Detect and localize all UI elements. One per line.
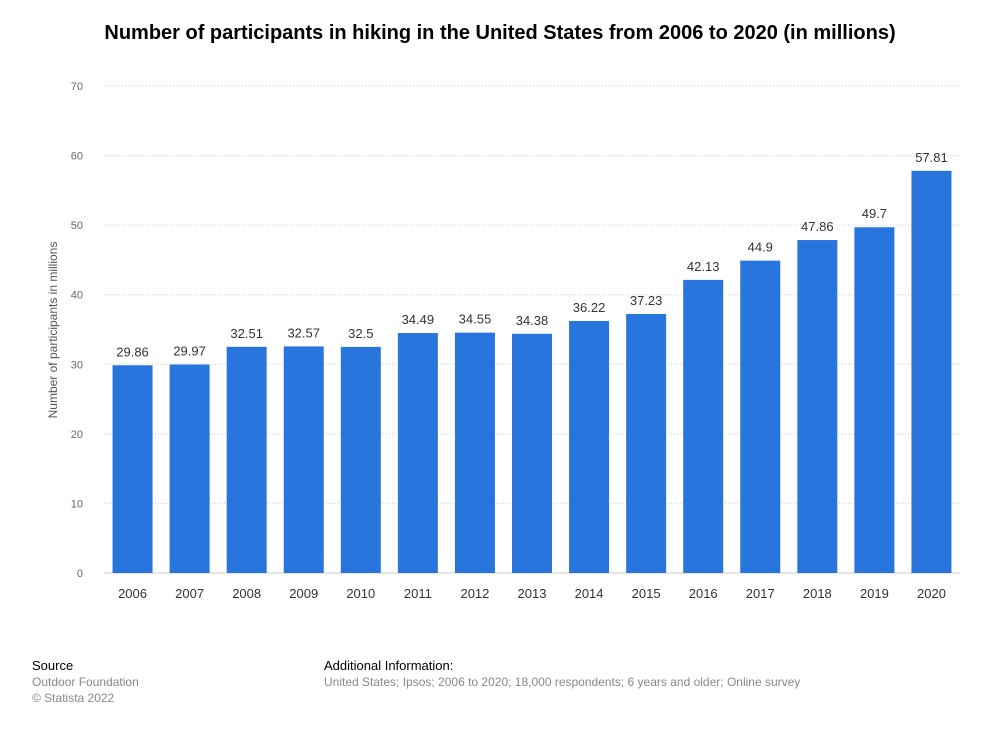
value-label: 36.22 [573,300,606,315]
source-heading: Source [32,658,74,673]
value-label: 34.38 [516,313,549,328]
bar-2020[interactable] [911,170,952,574]
y-tick-label: 40 [71,290,83,302]
y-tick-label: 0 [77,568,83,580]
bar-2017[interactable] [740,260,781,573]
value-label: 29.97 [173,343,206,358]
value-label: 57.81 [915,150,948,165]
x-tick-label: 2020 [917,586,946,601]
x-tick-label: 2010 [346,586,375,601]
x-tick-label: 2006 [118,586,147,601]
source-name[interactable]: Outdoor Foundation [32,675,139,689]
bar-2006[interactable] [112,365,153,573]
y-tick-label: 10 [71,498,83,510]
bar-2014[interactable] [569,321,610,573]
bar-2007[interactable] [169,364,210,573]
x-tick-label: 2016 [689,586,718,601]
y-tick-label: 70 [71,81,83,93]
value-label: 32.57 [287,325,320,340]
x-tick-label: 2008 [232,586,261,601]
value-label: 49.7 [862,206,887,221]
bar-2018[interactable] [797,240,838,574]
value-label: 29.86 [116,344,149,359]
value-label: 32.51 [230,326,263,341]
bar-2019[interactable] [854,227,895,574]
x-tick-label: 2015 [632,586,661,601]
bar-2009[interactable] [283,346,324,573]
value-label: 37.23 [630,293,663,308]
x-tick-label: 2013 [518,586,547,601]
bar-2011[interactable] [397,333,438,573]
value-label: 32.5 [348,326,373,341]
info-text: United States; Ipsos; 2006 to 2020; 18,0… [324,675,801,689]
y-tick-label: 30 [71,359,83,371]
value-label: 47.86 [801,219,834,234]
value-label: 34.55 [459,312,492,327]
value-label: 42.13 [687,259,720,274]
x-tick-label: 2012 [460,586,489,601]
bar-2015[interactable] [626,313,667,573]
additional-info-block: Additional Information: United States; I… [324,658,800,690]
value-label: 44.9 [748,240,773,255]
info-heading: Additional Information: [324,658,454,673]
bar-2016[interactable] [683,279,724,573]
x-tick-label: 2014 [575,586,604,601]
bar-2010[interactable] [340,346,381,573]
x-tick-label: 2017 [746,586,775,601]
chart-title: Number of participants in hiking in the … [104,22,896,44]
copyright[interactable]: © Statista 2022 [32,691,115,705]
value-label: 34.49 [402,312,435,327]
x-tick-label: 2018 [803,586,832,601]
x-tick-label: 2019 [860,586,889,601]
x-tick-label: 2007 [175,586,204,601]
x-tick-label: 2009 [289,586,318,601]
x-tick-label: 2011 [404,586,432,601]
y-tick-label: 50 [71,220,83,232]
y-tick-label: 60 [71,151,83,163]
bar-2008[interactable] [226,346,267,573]
bar-2012[interactable] [454,332,495,573]
y-tick-label: 20 [71,429,83,441]
bar-chart: 0 10 20 30 40 50 60 70 29.86 2006 29.97 2007 32.51 20… [46,81,960,601]
source-block: Source Outdoor Foundation © Statista 202… [32,658,139,706]
y-axis-label: Number of participants in millions [46,242,60,419]
bar-2013[interactable] [512,333,552,573]
